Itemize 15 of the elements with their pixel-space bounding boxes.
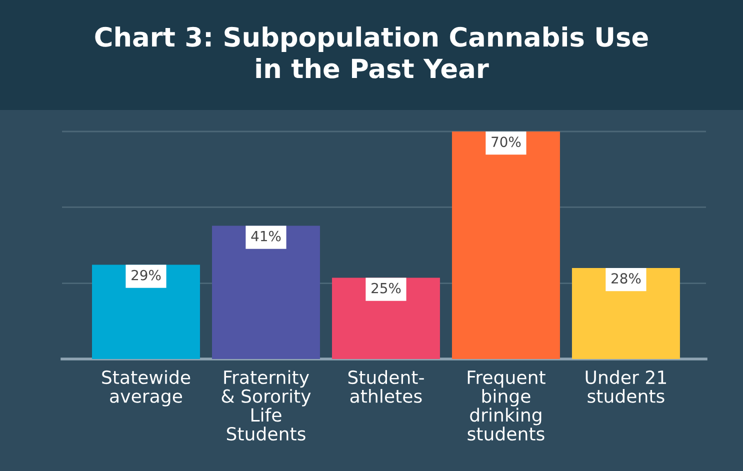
data-label: 25% [372, 282, 401, 294]
x-tick-label: Frequent binge drinking students [468, 370, 546, 441]
data-label: 41% [251, 230, 281, 242]
data-label: 70% [492, 136, 521, 148]
bar [452, 132, 560, 359]
bar [212, 226, 320, 359]
bar [92, 264, 200, 359]
x-tick-label: Statewide average [102, 370, 190, 406]
data-label: 28% [612, 273, 641, 284]
bar [572, 268, 680, 359]
x-tick-label: Under 21 students [586, 370, 666, 403]
chart-title: Chart 3: Subpopulation Cannabis Use in the Past Year [95, 26, 648, 78]
data-label: 29% [132, 270, 161, 280]
x-tick-label: Fraternity & Sorority Life Students [222, 370, 311, 441]
x-tick-label: Student- athletes [348, 370, 424, 403]
